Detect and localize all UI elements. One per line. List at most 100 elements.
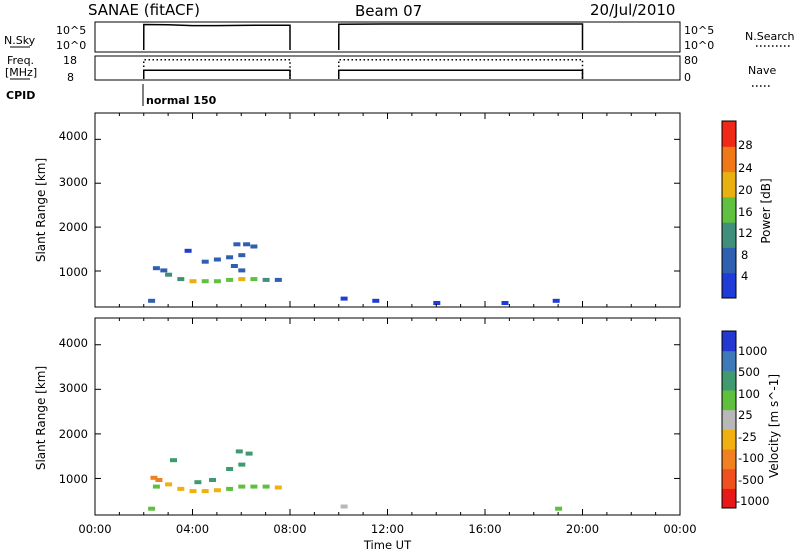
vel-cb-tick-25: 25 — [738, 408, 753, 422]
power-cb-tick-8: 8 — [741, 248, 748, 262]
scatter-cell — [184, 248, 192, 253]
vel-cb-tick-minus100: -100 — [738, 451, 764, 465]
scatter-cell — [148, 506, 156, 511]
scatter-cell — [433, 301, 441, 305]
colorbar-segment — [722, 121, 736, 147]
scatter-cell — [250, 484, 258, 489]
nsky-tick-top: 10^5 — [56, 24, 86, 37]
nsearch-tick-bottom: 10^0 — [684, 39, 714, 52]
vel-cb-tick-500: 500 — [738, 365, 760, 379]
vel-cb-tick-1000: 1000 — [738, 344, 767, 358]
nave-trace — [143, 59, 584, 79]
nave-tick-bottom: 0 — [684, 71, 691, 84]
colorbar-segment — [722, 409, 736, 430]
vel-cb-tick-100: 100 — [738, 387, 760, 401]
vel-cb-tick-minus500: -500 — [738, 473, 764, 487]
scatter-cell — [238, 277, 246, 282]
scatter-cell — [233, 242, 241, 247]
nsky-tick-bottom: 10^0 — [56, 39, 86, 52]
power-cb-tick-20: 20 — [738, 183, 753, 197]
power-ytick-1000: 1000 — [59, 265, 88, 279]
power-ylabel: Slant Range [km] — [34, 158, 48, 262]
scatter-cell — [262, 484, 270, 489]
scatter-cell — [177, 277, 185, 282]
colorbar-segment — [722, 429, 736, 450]
scatter-cell — [226, 467, 234, 471]
colorbar-segment — [722, 247, 736, 274]
scatter-cell — [238, 253, 246, 258]
scatter-cell — [213, 279, 221, 284]
station-title: SANAE (fitACF) — [88, 1, 200, 19]
scatter-cell — [152, 484, 160, 489]
scatter-cell — [552, 298, 560, 303]
beam-title: Beam 07 — [355, 2, 422, 20]
scatter-cell — [372, 298, 380, 303]
power-ytick-2000: 2000 — [59, 220, 88, 234]
scatter-cell — [340, 504, 348, 509]
colorbar-frame — [721, 330, 737, 509]
power-cb-label: Power [dB] — [759, 178, 773, 243]
xtick-0800: 08:00 — [273, 522, 306, 536]
velocity-cb-label: Velocity [m s^-1] — [767, 374, 781, 478]
scatter-cell — [235, 449, 243, 454]
freq-tick-top: 18 — [63, 54, 77, 67]
cpid-value: normal 150 — [146, 94, 217, 107]
colorbar-frame — [721, 120, 737, 299]
xtick-2000: 20:00 — [566, 522, 599, 536]
xtick-0400: 04:00 — [176, 522, 209, 536]
cpid-label: CPID — [6, 89, 35, 102]
scatter-cell — [189, 279, 197, 284]
colorbar-segment — [722, 331, 736, 352]
power-colorbar — [721, 120, 737, 299]
freq-trace — [143, 69, 584, 79]
scatter-cell — [250, 244, 258, 249]
scatter-cell — [226, 277, 234, 282]
scatter-cell — [245, 451, 253, 456]
power-ytick-3000: 3000 — [59, 175, 88, 189]
nsearch-tick-top: 10^5 — [684, 24, 714, 37]
xtick-1200: 12:00 — [371, 522, 404, 536]
colorbar-segment — [722, 390, 736, 411]
power-cb-tick-28: 28 — [738, 138, 753, 152]
scatter-cell — [209, 478, 216, 482]
colorbar-segment — [722, 272, 736, 299]
scatter-cell — [155, 478, 163, 482]
scatter-cell — [170, 458, 177, 463]
power-cb-tick-24: 24 — [738, 161, 753, 175]
freq-panel — [94, 55, 681, 81]
scatter-cell — [274, 277, 282, 282]
scatter-cell — [152, 266, 160, 271]
velocity-ylabel: Slant Range [km] — [34, 366, 48, 470]
scatter-cell — [177, 486, 185, 491]
scatter-cell — [201, 259, 209, 264]
scatter-cell — [213, 488, 221, 493]
velocity-scatter-cells — [148, 449, 563, 511]
scatter-cell — [274, 485, 282, 490]
power-cb-tick-16: 16 — [738, 205, 753, 219]
scatter-cell — [160, 268, 168, 273]
xtick-1600: 16:00 — [468, 522, 501, 536]
scatter-cell — [262, 277, 270, 282]
scatter-cell — [201, 279, 209, 284]
nsearch-label: N.Search — [745, 30, 795, 43]
scatter-cell — [501, 301, 509, 305]
date-title: 20/Jul/2010 — [590, 1, 675, 19]
colorbar-segment — [722, 449, 736, 470]
scatter-cell — [150, 475, 158, 480]
colorbar-segment — [722, 196, 736, 223]
scatter-cell — [165, 272, 173, 277]
freq-tick-bottom: 8 — [67, 71, 74, 84]
colorbar-segment — [722, 171, 736, 198]
scatter-cell — [238, 462, 246, 467]
colorbar-segment — [722, 468, 736, 489]
scatter-cell — [340, 296, 348, 301]
xtick-2400: 00:00 — [663, 522, 696, 536]
power-cb-tick-4: 4 — [741, 269, 748, 283]
velocity-colorbar — [721, 330, 737, 509]
freq-unit: [MHz] — [5, 66, 37, 79]
scatter-cell — [250, 277, 258, 282]
colorbar-segment — [722, 146, 736, 173]
nsky-panel — [94, 21, 681, 53]
colorbar-segment — [722, 350, 736, 371]
power-cb-tick-12: 12 — [738, 226, 753, 240]
